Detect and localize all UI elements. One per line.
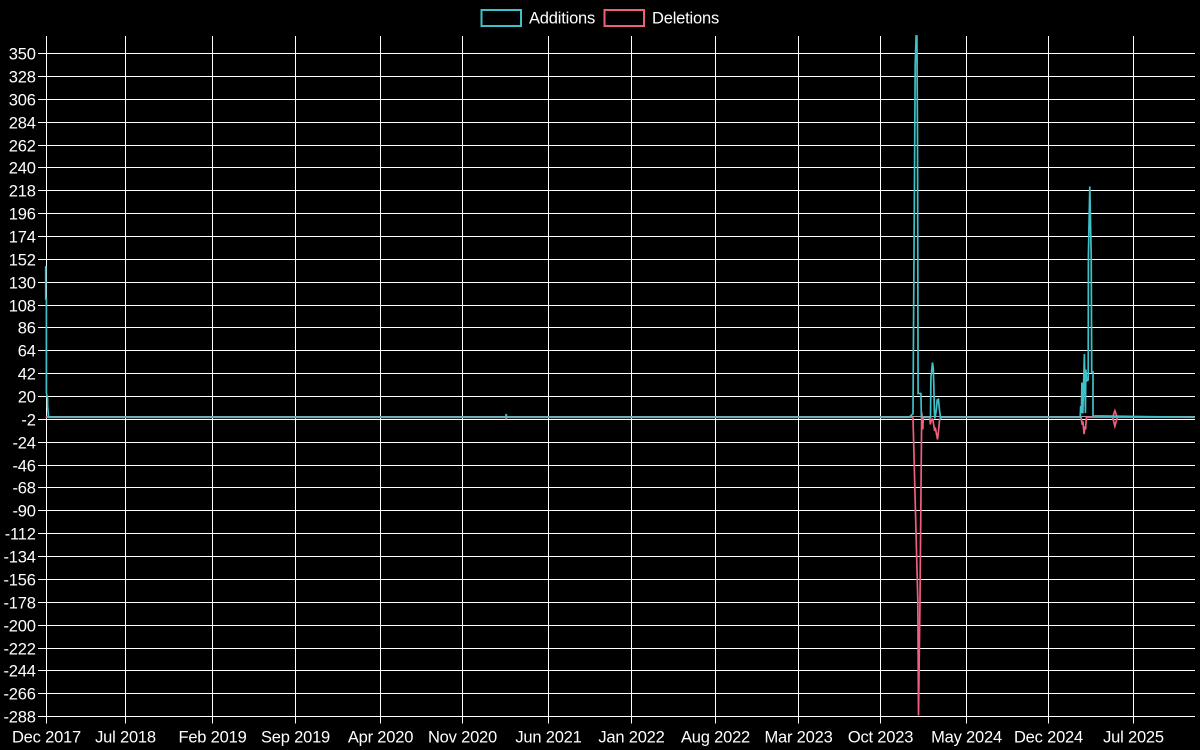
svg-text:-46: -46: [12, 457, 35, 475]
svg-text:284: 284: [9, 114, 36, 132]
svg-text:-2: -2: [21, 411, 35, 429]
svg-text:196: 196: [9, 205, 36, 223]
svg-text:130: 130: [9, 274, 36, 292]
svg-text:-68: -68: [12, 479, 35, 497]
svg-text:-266: -266: [3, 685, 35, 703]
svg-text:-24: -24: [12, 434, 35, 452]
svg-text:-288: -288: [3, 708, 35, 726]
svg-text:262: 262: [9, 137, 36, 155]
svg-text:Jan 2022: Jan 2022: [598, 729, 664, 747]
svg-text:Oct 2023: Oct 2023: [848, 729, 913, 747]
svg-text:Jul 2018: Jul 2018: [95, 729, 156, 747]
svg-text:Mar 2023: Mar 2023: [764, 729, 832, 747]
svg-text:-112: -112: [5, 525, 36, 543]
svg-text:-222: -222: [3, 640, 35, 658]
svg-text:-244: -244: [3, 662, 35, 680]
svg-text:306: 306: [9, 91, 36, 109]
svg-text:Feb 2019: Feb 2019: [178, 729, 246, 747]
svg-text:May 2024: May 2024: [931, 729, 1002, 747]
svg-text:42: 42: [18, 365, 36, 383]
svg-text:240: 240: [9, 159, 36, 177]
svg-text:Apr 2020: Apr 2020: [348, 729, 413, 747]
svg-text:-178: -178: [3, 594, 35, 612]
svg-text:174: 174: [9, 228, 36, 246]
svg-text:350: 350: [9, 45, 36, 63]
svg-text:Dec 2024: Dec 2024: [1014, 729, 1083, 747]
svg-text:108: 108: [9, 297, 36, 315]
svg-text:Sep 2019: Sep 2019: [261, 729, 330, 747]
svg-text:Deletions: Deletions: [652, 9, 719, 27]
svg-text:Aug 2022: Aug 2022: [681, 729, 750, 747]
svg-text:Jul 2025: Jul 2025: [1103, 729, 1164, 747]
svg-text:-200: -200: [3, 617, 35, 635]
svg-text:86: 86: [18, 319, 36, 337]
svg-text:64: 64: [18, 342, 36, 360]
svg-text:-90: -90: [12, 502, 35, 520]
svg-text:-134: -134: [3, 548, 35, 566]
svg-text:20: 20: [18, 388, 36, 406]
svg-text:-156: -156: [3, 571, 35, 589]
svg-text:218: 218: [9, 182, 36, 200]
svg-text:Jun 2021: Jun 2021: [515, 729, 581, 747]
svg-text:152: 152: [9, 251, 36, 269]
svg-text:328: 328: [9, 68, 36, 86]
svg-text:Nov 2020: Nov 2020: [428, 729, 497, 747]
svg-text:Additions: Additions: [529, 9, 595, 27]
svg-text:Dec 2017: Dec 2017: [12, 729, 81, 747]
